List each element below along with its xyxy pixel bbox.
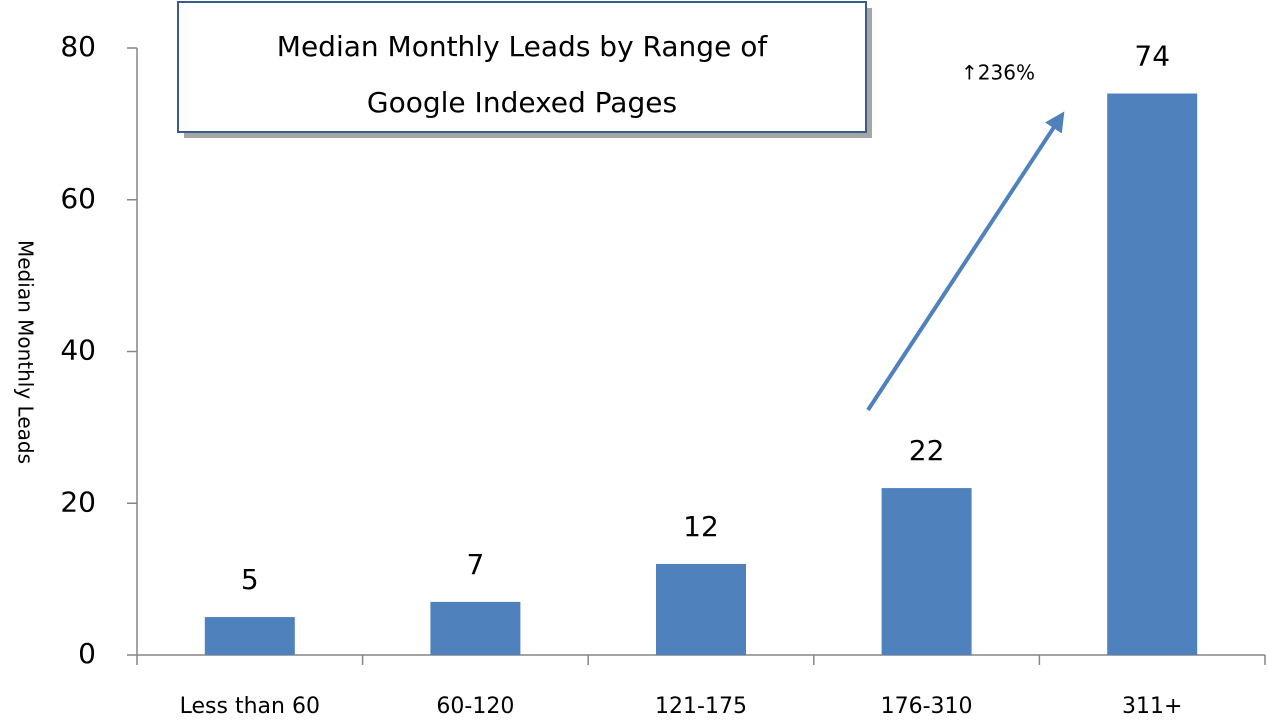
data-label: 12	[683, 510, 719, 543]
y-axis-label: Median Monthly Leads	[14, 240, 38, 464]
data-label: 5	[241, 563, 259, 596]
bar	[881, 488, 972, 655]
chart-title: Median Monthly Leads by Range of	[277, 30, 769, 63]
x-tick-label: 176-310	[881, 694, 973, 719]
y-tick-label: 40	[60, 334, 96, 367]
title-box	[177, 1, 867, 133]
bar	[204, 617, 295, 655]
y-tick-label: 0	[78, 637, 96, 670]
annotation: ↑236%	[961, 61, 1035, 85]
x-tick-label: 121-175	[655, 694, 747, 719]
x-tick-label: 311+	[1122, 694, 1182, 719]
bar	[430, 601, 521, 655]
bar	[1107, 93, 1198, 655]
y-tick-label: 80	[60, 30, 96, 63]
data-label: 22	[909, 434, 945, 467]
chart-title: Google Indexed Pages	[367, 86, 677, 119]
x-tick-label: Less than 60	[180, 694, 320, 719]
bar	[656, 563, 746, 655]
y-tick-label: 60	[60, 182, 96, 215]
x-tick-label: 60-120	[436, 694, 514, 719]
data-label: 74	[1134, 40, 1170, 73]
y-tick-label: 20	[60, 485, 96, 518]
arrow	[866, 111, 1065, 412]
data-label: 7	[466, 548, 484, 581]
